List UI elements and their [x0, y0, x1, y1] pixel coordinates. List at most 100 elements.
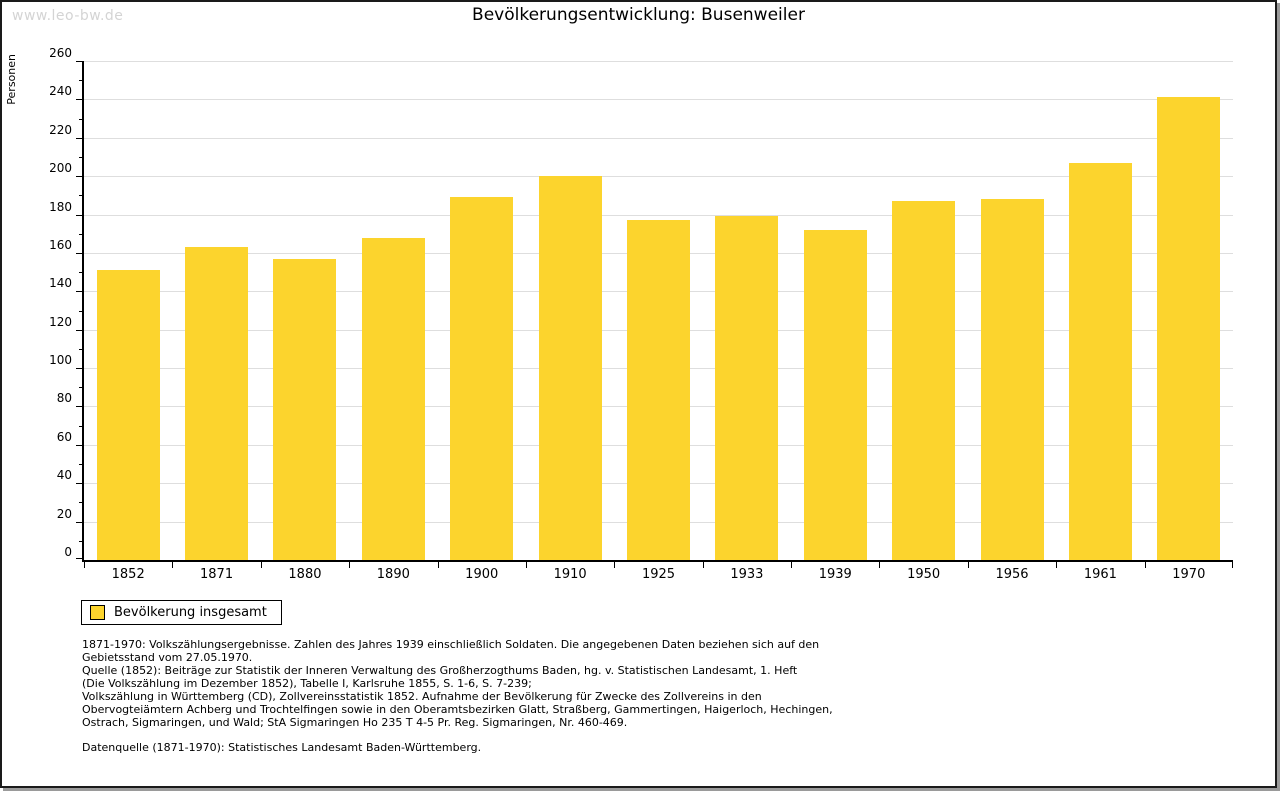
legend-label: Bevölkerung insgesamt	[114, 605, 267, 620]
y-axis-title: Personen	[5, 54, 18, 105]
y-tick-10	[79, 540, 82, 542]
x-tick-3	[349, 562, 351, 568]
bar-1925	[627, 220, 690, 560]
y-tick-50	[79, 464, 82, 466]
bar-1852	[96, 270, 160, 560]
y-tick-150	[79, 272, 82, 274]
y-tick-label-60: 60	[56, 429, 72, 444]
y-tick-90	[79, 387, 82, 389]
y-tick-190	[79, 195, 82, 197]
footnote-line: Ostrach, Sigmaringen, und Wald; StA Sigm…	[82, 716, 628, 729]
y-tick-70	[79, 425, 82, 427]
x-tick-10	[967, 562, 969, 568]
y-tick-220	[76, 137, 82, 139]
x-tick-13	[1232, 562, 1233, 568]
gridline-y-180	[84, 214, 1233, 216]
y-tick-0	[76, 558, 82, 559]
x-tick-label-1871: 1871	[200, 567, 234, 582]
y-tick-230	[79, 118, 82, 120]
y-tick-20	[76, 521, 82, 523]
x-tick-12	[1144, 562, 1146, 568]
footnote-line: Quelle (1852): Beiträge zur Statistik de…	[82, 664, 798, 677]
bar-1961	[1068, 162, 1132, 560]
y-tick-label-220: 220	[49, 122, 72, 137]
y-tick-120	[76, 329, 82, 331]
bar-1956	[980, 199, 1044, 560]
x-tick-9	[879, 562, 881, 568]
x-tick-8	[791, 562, 793, 568]
y-tick-260	[76, 61, 82, 62]
gridline-y-240	[84, 99, 1233, 101]
y-tick-170	[79, 233, 82, 235]
legend: Bevölkerung insgesamt	[81, 600, 282, 625]
y-tick-80	[76, 406, 82, 408]
x-tick-label-1956: 1956	[995, 567, 1029, 582]
footnote-line: Gebietsstand vom 27.05.1970.	[82, 651, 253, 664]
x-tick-label-1950: 1950	[907, 567, 941, 582]
footnotes: 1871-1970: Volkszählungsergebnisse. Zahl…	[82, 638, 833, 729]
y-tick-label-200: 200	[49, 161, 72, 176]
y-tick-40	[76, 483, 82, 485]
y-tick-label-240: 240	[49, 84, 72, 99]
y-tick-label-160: 160	[49, 237, 72, 252]
bar-1880	[273, 258, 337, 560]
gridline-y-260	[84, 61, 1233, 62]
x-tick-label-1933: 1933	[730, 567, 764, 582]
y-tick-label-20: 20	[56, 506, 72, 521]
y-tick-210	[79, 156, 82, 158]
gridline-y-200	[84, 176, 1233, 178]
x-tick-1	[172, 562, 174, 568]
y-tick-250	[79, 80, 82, 82]
y-tick-30	[79, 502, 82, 504]
x-tick-label-1970: 1970	[1172, 567, 1206, 582]
y-tick-label-180: 180	[49, 199, 72, 214]
x-tick-label-1939: 1939	[818, 567, 852, 582]
x-tick-7	[702, 562, 704, 568]
chart-title: Bevölkerungsentwicklung: Busenweiler	[472, 5, 805, 25]
x-tick-label-1880: 1880	[288, 567, 322, 582]
bar-1890	[361, 237, 425, 560]
x-tick-5	[525, 562, 527, 568]
bar-1910	[538, 176, 602, 560]
y-tick-160	[76, 252, 82, 254]
x-tick-4	[437, 562, 439, 568]
y-tick-100	[76, 368, 82, 370]
y-tick-60	[76, 444, 82, 446]
bar-1939	[803, 229, 867, 560]
x-tick-label-1961: 1961	[1083, 567, 1117, 582]
y-tick-130	[79, 310, 82, 312]
plot-area: 0 20 40 60 80 100 120 140 160 180 200 220 240 260 1852…	[49, 46, 1233, 582]
x-tick-label-1910: 1910	[553, 567, 587, 582]
gridline-y-220	[84, 137, 1233, 139]
x-tick-2	[260, 562, 262, 568]
y-tick-label-120: 120	[49, 314, 72, 329]
footnote-line: (Die Volkszählung im Dezember 1852), Tab…	[82, 677, 532, 690]
y-tick-180	[76, 214, 82, 216]
bar-1950	[892, 201, 956, 560]
x-tick-label-1900: 1900	[465, 567, 499, 582]
x-tick-label-1852: 1852	[111, 567, 145, 582]
y-tick-140	[76, 291, 82, 293]
x-tick-11	[1056, 562, 1058, 568]
y-tick-label-260: 260	[49, 46, 72, 60]
bar-1900	[450, 197, 514, 560]
legend-swatch-icon	[90, 605, 105, 620]
x-tick-label-1925: 1925	[641, 567, 676, 582]
x-tick-0	[84, 562, 85, 568]
y-tick-label-40: 40	[56, 468, 72, 483]
footnote-line: 1871-1970: Volkszählungsergebnisse. Zahl…	[82, 638, 820, 651]
datasource-line: Datenquelle (1871-1970): Statistisches L…	[82, 741, 482, 754]
y-tick-label-100: 100	[49, 353, 72, 368]
y-tick-label-80: 80	[56, 391, 72, 406]
x-tick-label-1890: 1890	[376, 567, 410, 582]
bar-1933	[715, 216, 779, 560]
x-tick-6	[614, 562, 616, 568]
watermark: www.leo-bw.de	[12, 8, 124, 24]
bar-1871	[185, 247, 249, 560]
footnote-line: Obervogteiämtern Achberg und Trochtelfin…	[82, 703, 833, 716]
y-tick-200	[76, 176, 82, 178]
y-tick-240	[76, 99, 82, 101]
bar-1970	[1157, 97, 1221, 560]
footnote-line: Volkszählung in Württemberg (CD), Zollve…	[82, 690, 762, 703]
